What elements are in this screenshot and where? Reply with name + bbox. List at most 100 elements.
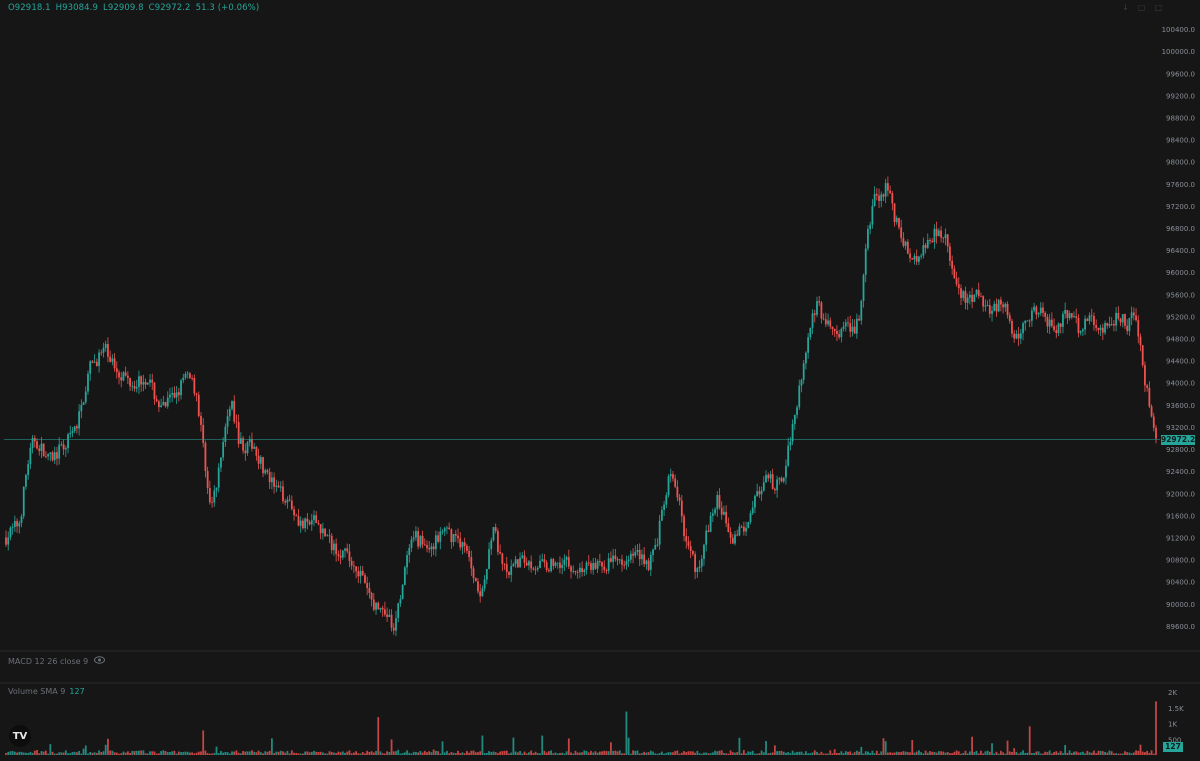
candle-body bbox=[266, 470, 269, 473]
volume-bar bbox=[625, 711, 628, 755]
volume-bar bbox=[769, 752, 772, 755]
candle-body bbox=[53, 452, 56, 461]
volume-bar bbox=[698, 753, 701, 755]
volume-bar bbox=[224, 751, 227, 755]
candle-body bbox=[423, 544, 426, 546]
volume-bar bbox=[233, 751, 236, 755]
last-price-badge: 92972.2 bbox=[1161, 434, 1196, 445]
candle-body bbox=[875, 194, 878, 196]
candle-body bbox=[339, 555, 342, 558]
volume-bar bbox=[193, 753, 196, 755]
volume-bar bbox=[432, 749, 435, 755]
candle-body bbox=[603, 566, 606, 571]
candle-body bbox=[191, 378, 194, 379]
eye-icon[interactable] bbox=[94, 656, 106, 666]
volume-bar bbox=[971, 736, 973, 755]
candle-body bbox=[1066, 310, 1069, 319]
volume-bar bbox=[390, 739, 393, 755]
volume-bar bbox=[321, 752, 324, 755]
volume-bar bbox=[299, 753, 302, 755]
volume-bar bbox=[222, 752, 225, 755]
volume-bar bbox=[636, 750, 639, 755]
volume-bar bbox=[696, 750, 699, 755]
volume-bar bbox=[1057, 752, 1060, 755]
candle-body bbox=[632, 553, 634, 556]
candle-body bbox=[1115, 312, 1118, 326]
volume-bar bbox=[22, 752, 25, 755]
volume-bar bbox=[98, 750, 100, 755]
candle-body bbox=[627, 559, 630, 562]
volume-bar bbox=[18, 751, 21, 755]
candle-body bbox=[368, 588, 371, 593]
candle-body bbox=[904, 241, 907, 246]
volume-bar bbox=[1106, 752, 1109, 755]
volume-label: Volume SMA 9 bbox=[8, 687, 66, 696]
candle-body bbox=[213, 490, 216, 503]
volume-bar bbox=[831, 753, 834, 755]
volume-bar bbox=[605, 751, 608, 755]
candle-body bbox=[315, 515, 318, 523]
candle-body bbox=[208, 488, 211, 503]
candle-body bbox=[816, 301, 818, 315]
candle-body bbox=[567, 557, 570, 567]
y-tick-label: 90400.0 bbox=[1166, 579, 1195, 587]
volume-bar bbox=[1075, 751, 1078, 755]
y-tick-label: 96800.0 bbox=[1166, 225, 1195, 233]
candle-body bbox=[658, 520, 661, 545]
volume-bar bbox=[1088, 752, 1091, 755]
volume-bar bbox=[80, 753, 83, 755]
candle-body bbox=[437, 535, 439, 542]
volume-tick-label: 500 bbox=[1168, 736, 1181, 744]
volume-bar bbox=[740, 753, 743, 755]
volume-bar bbox=[175, 753, 178, 755]
download-icon[interactable]: ↓ bbox=[1122, 3, 1129, 12]
snapshot-icon[interactable]: □ bbox=[1137, 3, 1146, 12]
candle-body bbox=[262, 457, 264, 474]
candle-body bbox=[401, 584, 404, 600]
candle-body bbox=[18, 522, 21, 527]
volume-bar bbox=[723, 752, 725, 755]
volume-bar bbox=[91, 752, 94, 755]
candle-body bbox=[324, 528, 326, 537]
candle-body bbox=[689, 546, 692, 552]
candle-body bbox=[984, 305, 987, 307]
candle-body bbox=[1086, 318, 1089, 322]
volume-bar bbox=[1035, 751, 1038, 755]
volume-bar bbox=[381, 753, 384, 755]
volume-bar bbox=[572, 753, 575, 755]
volume-legend[interactable]: Volume SMA 9 127 bbox=[8, 687, 85, 696]
volume-bar bbox=[146, 753, 149, 755]
candle-body bbox=[760, 490, 763, 495]
candle-body bbox=[333, 543, 335, 551]
volume-last-badge: 127 bbox=[1163, 742, 1183, 752]
volume-bar bbox=[598, 751, 601, 755]
candle-body bbox=[109, 356, 112, 362]
volume-bar bbox=[982, 753, 985, 755]
fullscreen-icon[interactable]: □ bbox=[1154, 3, 1162, 12]
candle-body bbox=[878, 195, 880, 201]
candle-body bbox=[239, 438, 242, 444]
volume-bar bbox=[1073, 751, 1075, 755]
candle-body bbox=[237, 422, 240, 444]
volume-bar bbox=[474, 752, 477, 755]
macd-legend[interactable]: MACD 12 26 close 9 bbox=[8, 656, 106, 666]
volume-bar bbox=[1086, 750, 1089, 755]
volume-bar bbox=[585, 750, 588, 755]
candle-body bbox=[304, 518, 307, 529]
volume-bar bbox=[616, 751, 619, 755]
volume-bar bbox=[1022, 750, 1024, 755]
volume-bar bbox=[452, 752, 455, 755]
y-tick-label: 97600.0 bbox=[1166, 181, 1195, 189]
candle-body bbox=[508, 571, 510, 575]
candle-body bbox=[490, 540, 493, 550]
candle-body bbox=[1070, 313, 1073, 318]
candle-body bbox=[598, 560, 601, 563]
volume-bar bbox=[392, 751, 395, 755]
volume-bar bbox=[129, 752, 131, 755]
tradingview-logo[interactable]: TV bbox=[9, 725, 31, 747]
candle-body bbox=[426, 545, 428, 549]
volume-bar bbox=[437, 751, 439, 755]
volume-bar bbox=[124, 752, 127, 755]
